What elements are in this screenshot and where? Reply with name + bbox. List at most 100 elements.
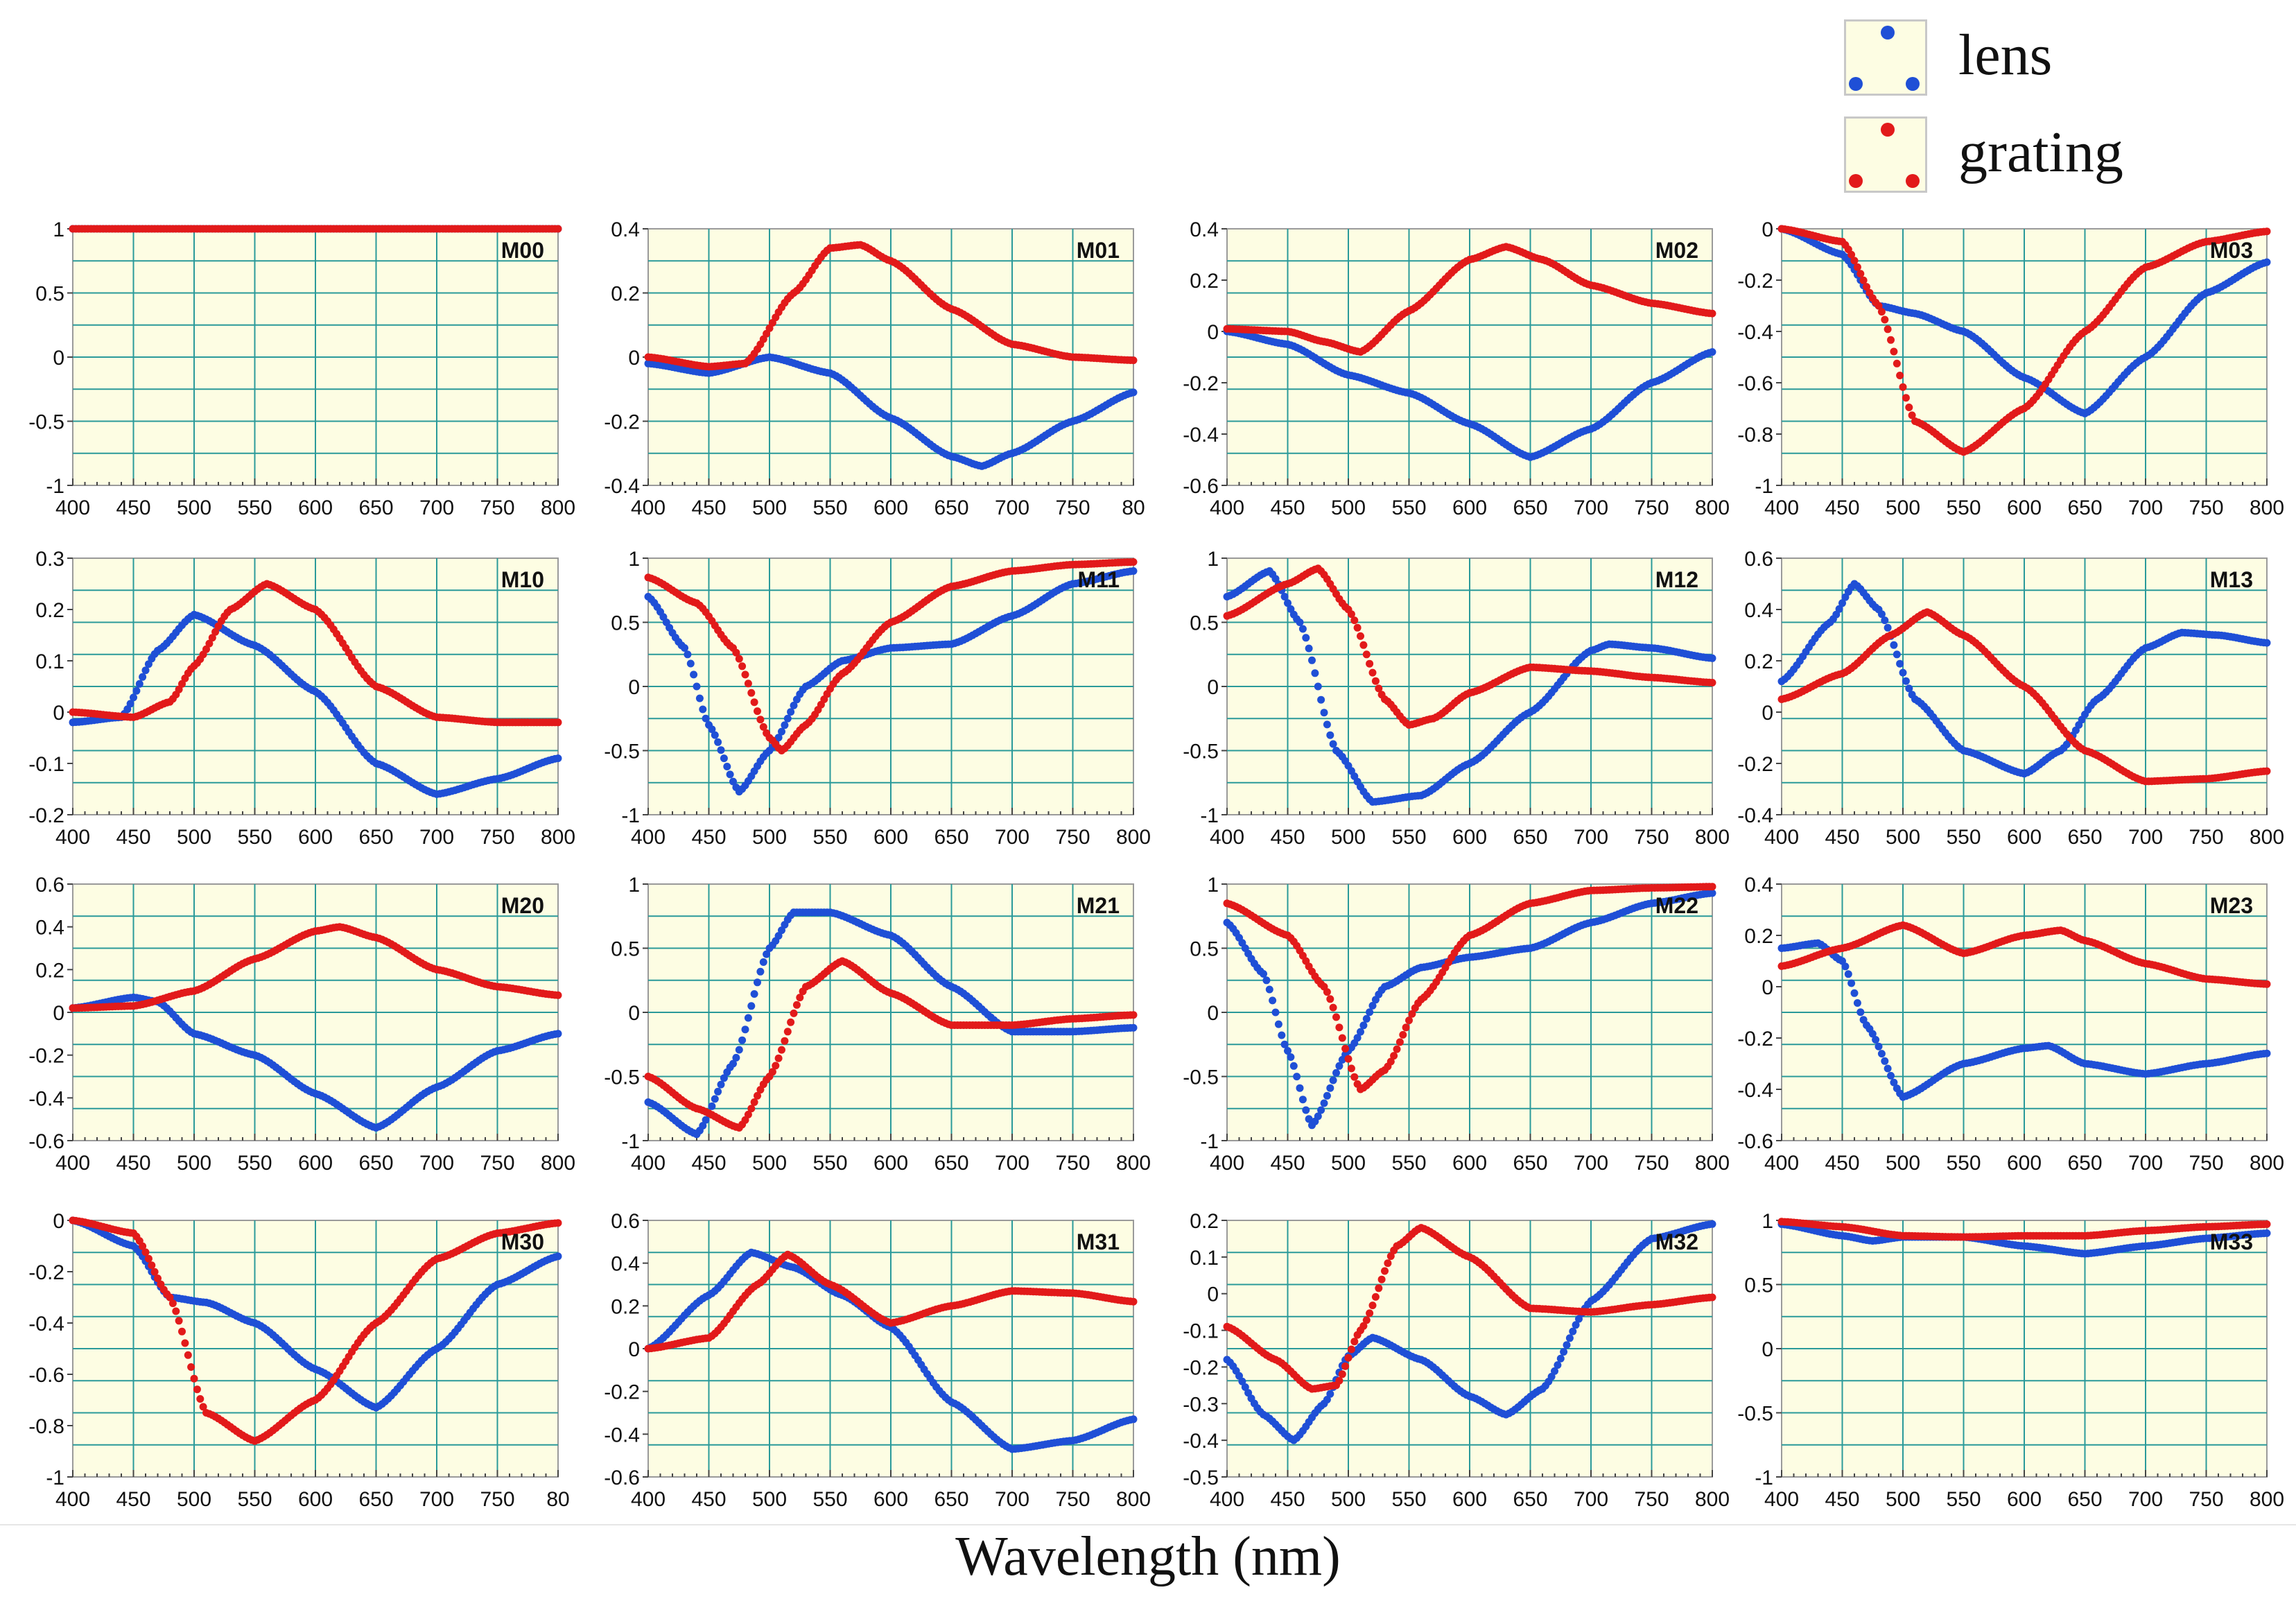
data-point <box>711 1095 719 1103</box>
y-tick-label: 0 <box>53 347 64 370</box>
x-tick-label: 600 <box>1452 826 1487 849</box>
legend: lens grating <box>1837 14 2253 208</box>
x-tick-label: 700 <box>419 1152 454 1175</box>
data-point <box>1841 962 1850 971</box>
series-lens <box>1223 327 1716 461</box>
x-tick-label: 400 <box>55 1488 90 1511</box>
y-tick-label: 0.2 <box>611 283 640 306</box>
y-tick-label: 0.5 <box>611 612 640 635</box>
x-tick-label: 650 <box>1513 1152 1547 1175</box>
x-tick-label: 800 <box>541 1152 575 1175</box>
subplot-title: M12 <box>1655 567 1698 592</box>
data-point <box>1905 404 1913 411</box>
y-tick-label: -0.6 <box>28 1364 64 1387</box>
legend-item-grating[interactable]: grating <box>1837 111 2253 194</box>
x-tick-label: 700 <box>1574 496 1608 519</box>
data-point <box>1395 1038 1404 1046</box>
x-tick-label: 750 <box>480 1152 514 1175</box>
x-tick-label: 650 <box>2067 826 2102 849</box>
x-tick-label: 500 <box>752 1152 787 1175</box>
x-tick-label: 750 <box>1634 496 1669 519</box>
y-tick-label: 0.4 <box>1190 218 1219 241</box>
y-tick-label: 0.1 <box>35 650 64 673</box>
data-point <box>1847 250 1856 259</box>
x-tick-label: 650 <box>2067 1152 2102 1175</box>
x-tick-label: 700 <box>419 826 454 849</box>
x-tick-label: 450 <box>1270 496 1305 519</box>
y-tick-label: 0.5 <box>35 283 64 306</box>
data-point <box>1908 411 1916 420</box>
y-tick-label: 1 <box>53 218 64 241</box>
data-point <box>1902 394 1910 402</box>
y-tick-label: 0 <box>1207 676 1219 699</box>
x-tick-label: 750 <box>1055 1152 1090 1175</box>
data-point <box>1278 1031 1286 1039</box>
y-tick-label: 0 <box>1207 1002 1219 1025</box>
data-point <box>744 1014 752 1022</box>
data-point <box>1326 1084 1334 1092</box>
data-point <box>202 645 210 653</box>
y-tick-label: -0.2 <box>28 1045 64 1068</box>
x-tick-label: 600 <box>1452 496 1487 519</box>
y-tick-label: 0.4 <box>35 917 64 940</box>
x-tick-label: 550 <box>237 1152 272 1175</box>
x-tick-label: 500 <box>1331 1152 1366 1175</box>
data-point <box>778 1046 785 1054</box>
x-tick-label: 550 <box>812 826 847 849</box>
y-tick-label: -0.4 <box>28 1087 64 1110</box>
x-tick-label: 700 <box>2128 826 2163 849</box>
data-point <box>717 1080 725 1089</box>
data-point <box>723 763 731 770</box>
data-point <box>1847 979 1856 987</box>
data-point <box>141 666 150 675</box>
y-tick-label: 0.2 <box>35 599 64 622</box>
data-point <box>1859 276 1868 284</box>
y-tick-label: -0.6 <box>28 1130 64 1153</box>
data-point <box>792 1001 801 1009</box>
x-tick-label: 550 <box>237 496 272 519</box>
data-point <box>1323 1091 1331 1100</box>
data-point <box>1844 970 1852 978</box>
y-tick-label: 1 <box>628 874 640 897</box>
data-point <box>1393 1045 1401 1053</box>
data-point <box>783 714 792 723</box>
data-point <box>774 1054 783 1062</box>
data-point <box>738 662 747 671</box>
data-point <box>1884 623 1892 632</box>
data-point <box>686 659 695 668</box>
data-point <box>1877 308 1886 316</box>
x-tick-label: 500 <box>177 1152 211 1175</box>
data-point <box>132 686 141 695</box>
legend-item-lens[interactable]: lens <box>1837 14 2253 97</box>
x-tick-label: 650 <box>358 1152 393 1175</box>
data-point <box>783 1028 792 1036</box>
y-tick-label: 0.2 <box>35 959 64 982</box>
x-tick-label: 800 <box>1695 826 1730 849</box>
data-point <box>741 1026 749 1034</box>
data-point <box>1362 650 1371 659</box>
subplot-title: M01 <box>1077 238 1120 263</box>
data-point <box>717 746 725 754</box>
x-tick-label: 800 <box>2250 1152 2284 1175</box>
x-tick-label: 650 <box>358 1488 393 1511</box>
y-tick-label: 0 <box>53 1210 64 1233</box>
y-tick-label: -1 <box>621 1130 640 1153</box>
y-tick-label: 0 <box>628 1002 640 1025</box>
data-point <box>744 680 752 688</box>
data-point <box>1320 709 1328 717</box>
data-point <box>554 1030 562 1038</box>
data-point <box>1368 668 1377 677</box>
y-tick-label: -0.2 <box>1737 753 1773 776</box>
x-tick-label: 600 <box>2007 826 2042 849</box>
data-point <box>1405 1017 1413 1025</box>
data-point <box>1302 1106 1310 1114</box>
data-point <box>1708 883 1716 891</box>
data-point <box>1298 1096 1307 1104</box>
y-tick-label: -1 <box>1200 1130 1219 1153</box>
data-point <box>1293 1073 1301 1081</box>
y-tick-label: 0 <box>1207 321 1219 344</box>
data-point <box>2263 1049 2271 1057</box>
x-tick-label: 550 <box>237 1488 272 1511</box>
x-tick-label: 550 <box>812 1152 847 1175</box>
data-point <box>699 705 707 714</box>
